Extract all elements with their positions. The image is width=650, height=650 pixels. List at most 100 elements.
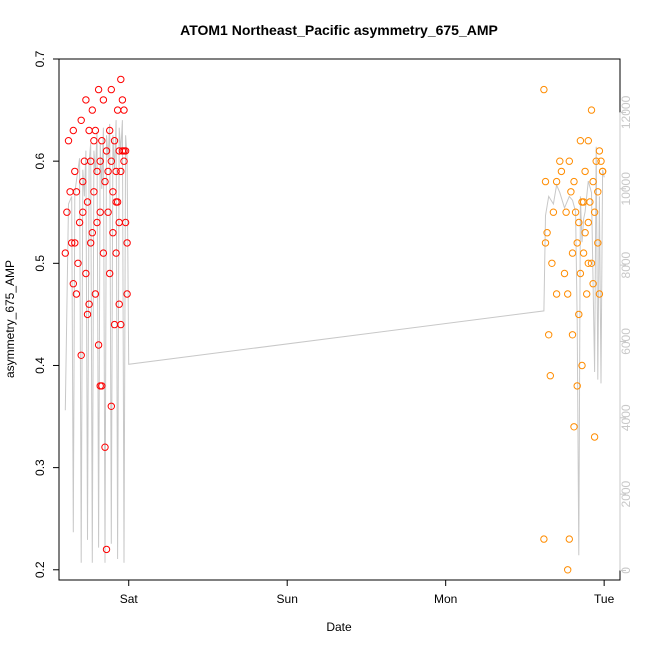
data-point <box>94 341 103 349</box>
data-point <box>82 269 90 278</box>
data-point <box>123 239 131 247</box>
y2-tick-label: 6000 <box>619 328 633 355</box>
data-point <box>79 208 87 216</box>
data-point <box>98 382 106 390</box>
data-point <box>80 157 89 165</box>
data-point <box>120 157 128 165</box>
data-point <box>90 188 98 196</box>
data-point <box>87 239 95 247</box>
data-point <box>594 239 602 247</box>
data-point <box>107 157 116 165</box>
data-point <box>91 290 100 298</box>
data-point <box>592 157 600 165</box>
data-point <box>85 300 93 308</box>
data-point <box>598 167 607 176</box>
data-point <box>90 137 98 145</box>
data-point <box>99 249 108 257</box>
data-point <box>72 188 81 196</box>
data-point <box>71 167 79 176</box>
data-point <box>83 198 92 206</box>
y-axis: 0.2 0.3 0.4 0.5 0.6 0.7 <box>33 50 60 578</box>
data-point <box>82 96 90 104</box>
data-point <box>74 259 82 267</box>
data-point <box>594 188 602 196</box>
data-point <box>104 167 112 176</box>
data-point <box>63 208 71 216</box>
data-point <box>120 106 128 114</box>
data-point <box>567 188 575 196</box>
data-point <box>587 259 596 267</box>
data-point <box>93 218 101 227</box>
data-point <box>79 177 87 186</box>
data-point <box>115 300 123 308</box>
x-tick-label: Mon <box>434 592 457 606</box>
data-point <box>568 331 577 339</box>
x-axis-label: Date <box>326 620 352 634</box>
y2-tick-label: 2000 <box>619 480 633 507</box>
data-point <box>579 249 588 257</box>
data-point <box>77 116 85 125</box>
data-point <box>87 157 95 165</box>
y-tick-label: 0.4 <box>33 357 47 374</box>
data-point <box>88 229 97 237</box>
y2-tick-label: 8000 <box>619 251 633 278</box>
data-point <box>117 75 125 84</box>
data-point <box>66 188 74 196</box>
data-point <box>579 198 588 206</box>
x-tick-label: Sat <box>120 592 139 606</box>
data-point <box>571 208 580 216</box>
data-point <box>565 535 573 543</box>
data-point <box>578 361 586 370</box>
data-point <box>581 229 589 237</box>
data-point <box>568 249 577 257</box>
data-point <box>570 177 578 186</box>
data-point <box>541 177 550 186</box>
data-point <box>109 188 117 196</box>
data-point <box>575 310 583 319</box>
y-tick-label: 0.7 <box>33 50 47 67</box>
data-point <box>104 208 112 216</box>
data-point <box>583 290 591 298</box>
data-point <box>101 177 109 186</box>
data-point <box>564 290 572 298</box>
data-point <box>64 137 73 145</box>
data-point <box>540 535 548 543</box>
data-point <box>98 137 106 145</box>
data-point <box>102 545 111 554</box>
data-point <box>94 85 103 94</box>
data-point <box>584 218 592 227</box>
y-tick-label: 0.5 <box>33 255 47 272</box>
y-tick-label: 0.6 <box>33 152 47 169</box>
data-point <box>85 126 93 135</box>
data-point <box>96 208 104 216</box>
line-layer <box>64 120 605 563</box>
data-point <box>573 382 581 390</box>
data-point <box>564 566 572 574</box>
data-point <box>112 198 120 206</box>
y2-tick-label: 12000 <box>619 95 633 129</box>
secondary-line-series <box>64 120 605 563</box>
data-point <box>573 239 581 247</box>
data-point <box>556 157 564 165</box>
data-point <box>107 85 116 94</box>
data-point <box>69 126 78 135</box>
data-point <box>61 249 70 257</box>
data-point <box>115 218 123 227</box>
plot-frame <box>58 58 621 581</box>
data-point <box>549 208 558 216</box>
data-point <box>541 239 550 247</box>
data-point <box>552 177 561 186</box>
data-point <box>590 433 599 441</box>
data-point <box>584 137 592 145</box>
data-point <box>93 167 101 176</box>
data-point <box>552 290 561 298</box>
x-tick-label: Tue <box>594 592 615 606</box>
data-point <box>69 280 78 288</box>
y2-tick-label: 0 <box>619 567 633 574</box>
data-point <box>68 239 76 247</box>
data-point <box>112 249 120 257</box>
data-point <box>102 147 111 155</box>
data-point <box>576 269 585 278</box>
data-point <box>113 198 122 206</box>
data-point <box>595 147 604 155</box>
